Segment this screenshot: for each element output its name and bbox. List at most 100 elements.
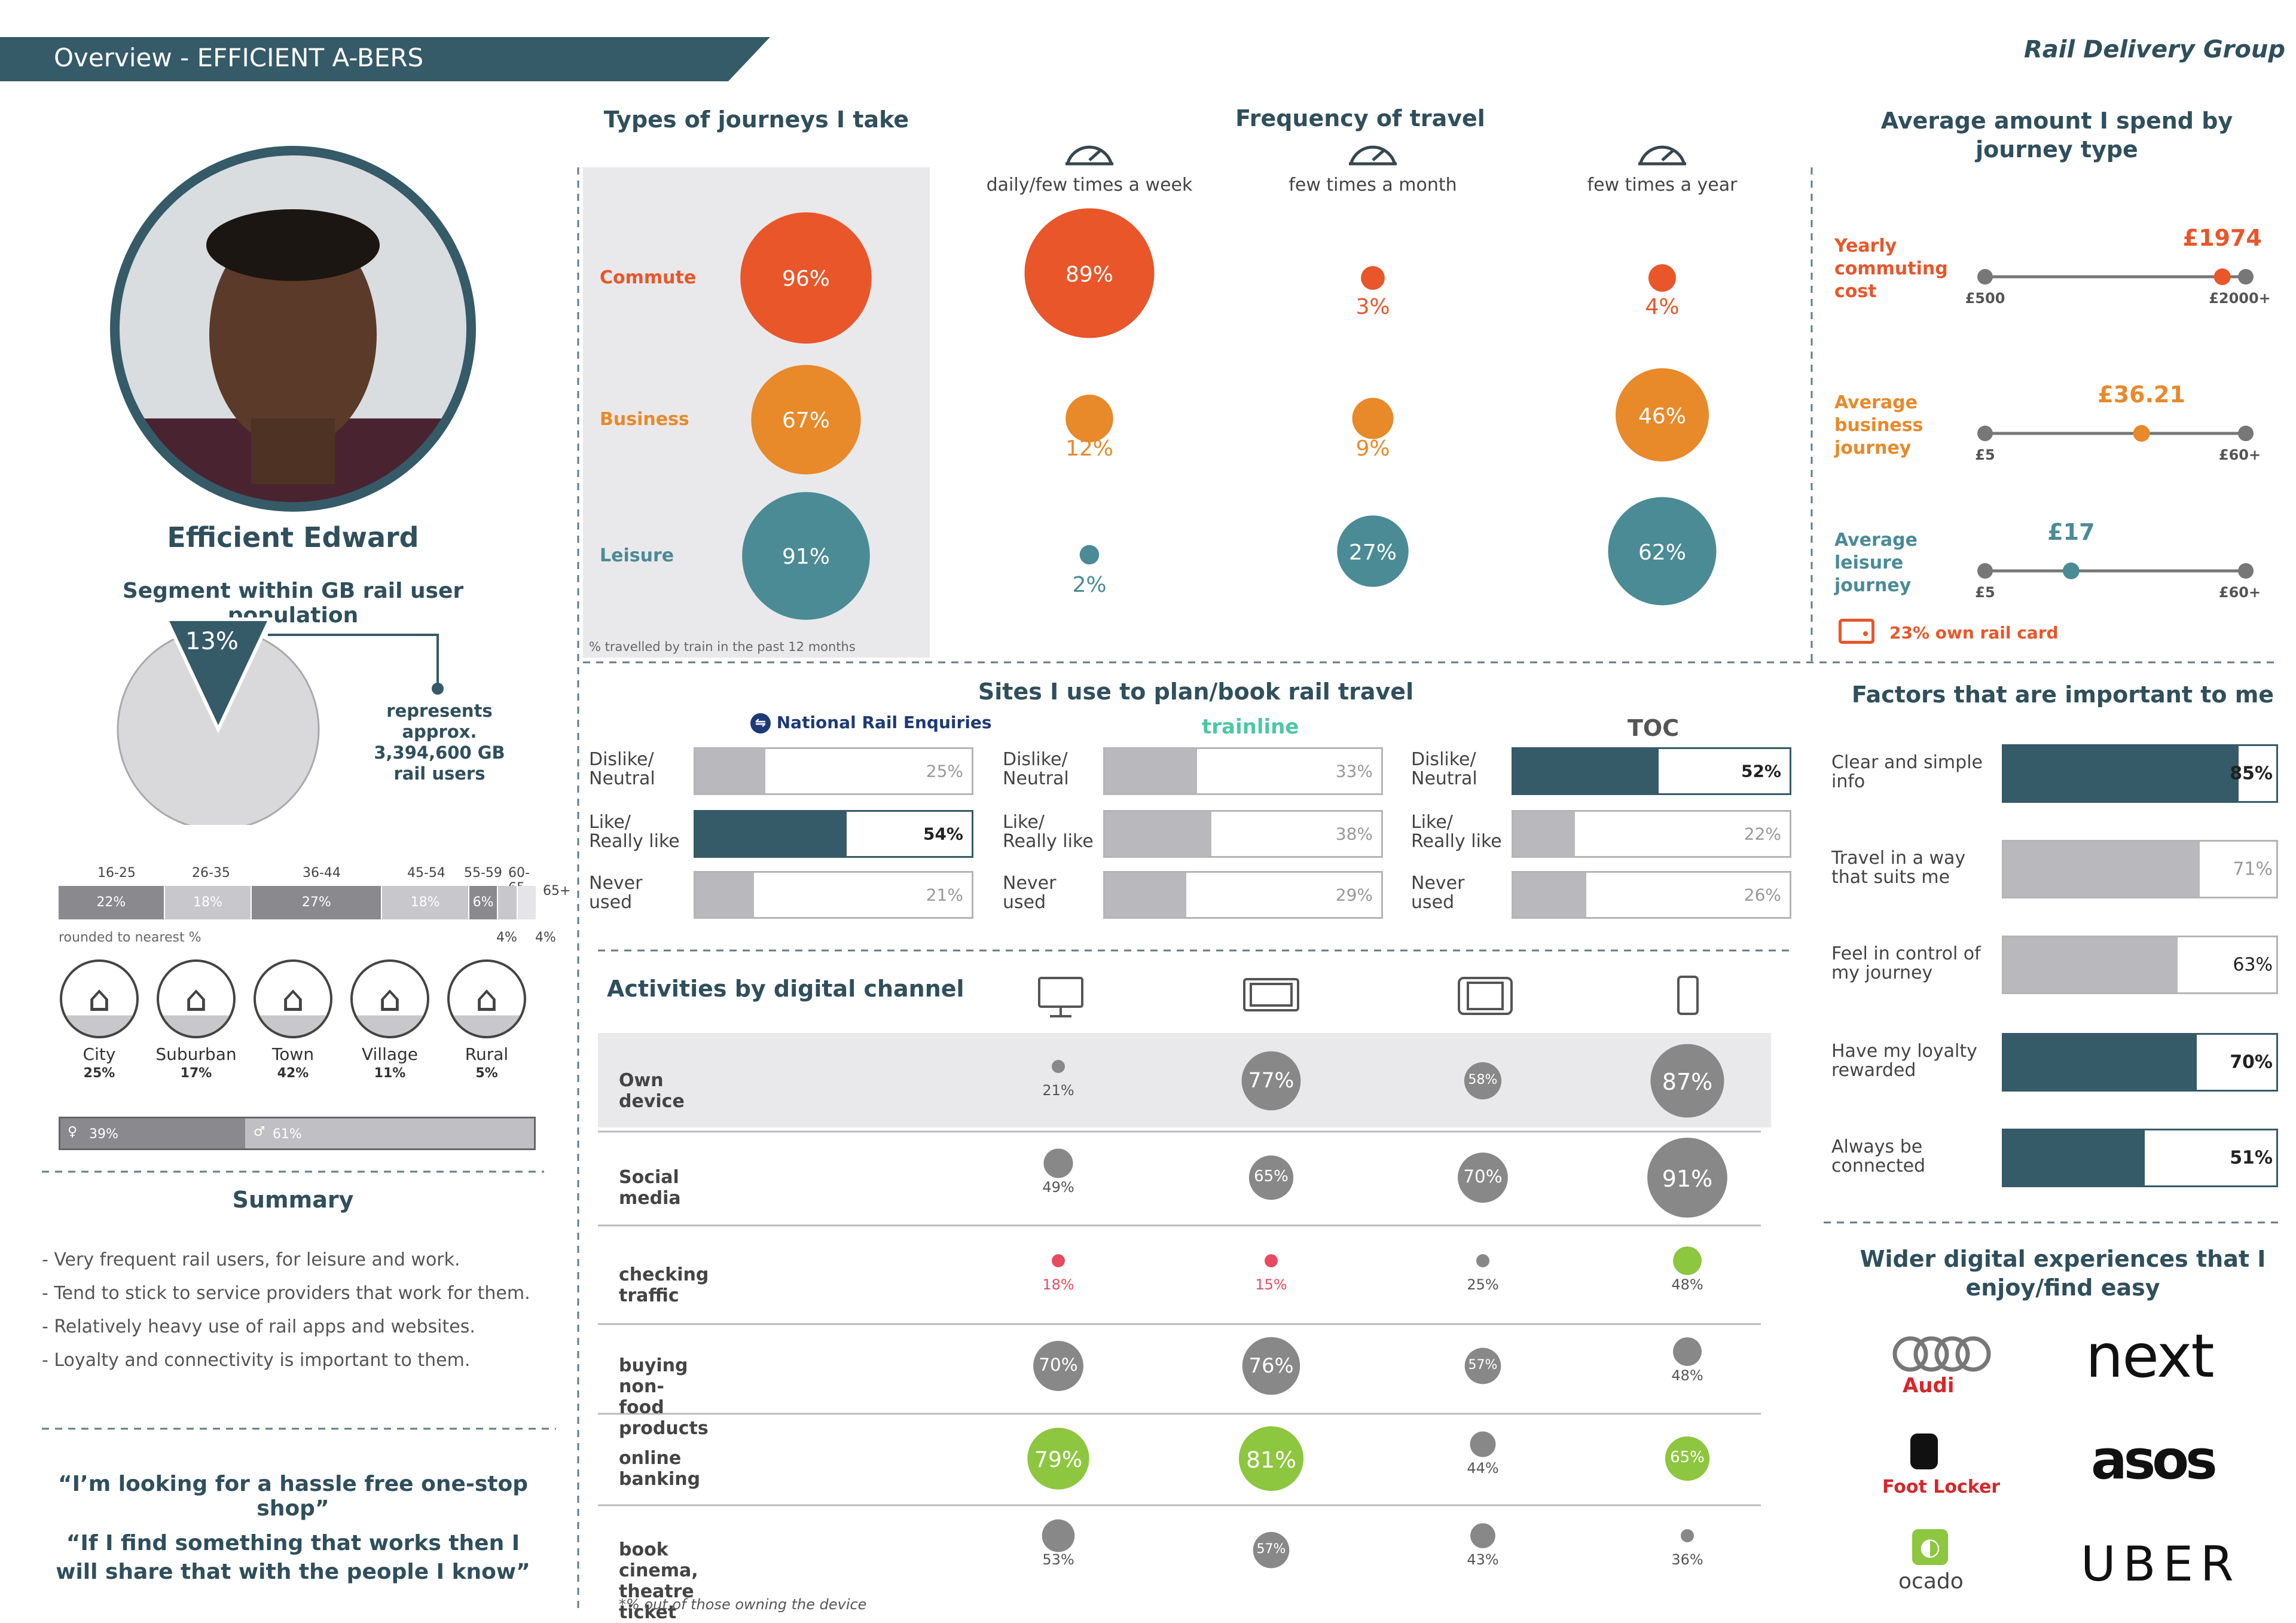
spend-label: Yearly commuting cost	[1834, 236, 1948, 302]
activity-pct: 65%	[1254, 1167, 1289, 1186]
village-icon: ⌂	[350, 959, 429, 1038]
site-rating-pct: 38%	[1335, 824, 1373, 844]
area-label: Rural	[465, 1044, 509, 1064]
header-title: Overview - EFFICIENT A-BERS	[54, 43, 424, 72]
activity-pct: 15%	[1255, 1276, 1287, 1293]
factor-pct: 70%	[2230, 1052, 2273, 1073]
spend-label: Average business journey	[1834, 392, 1923, 459]
activity-pct: 76%	[1248, 1354, 1294, 1377]
site-rating-fill	[695, 873, 755, 917]
rounded-note: rounded to nearest %	[59, 930, 201, 945]
site-row-label: Never used	[1411, 873, 1465, 913]
site-rating-bar: 52%	[1512, 747, 1791, 795]
segment-pct: 13%	[185, 628, 239, 655]
activities-note: *% out of those owning the device	[619, 1596, 867, 1613]
frequency-bubble	[1337, 515, 1409, 587]
journey-pct: 91%	[781, 545, 830, 569]
provider-logo-nre: ⇋ National Rail Enquiries	[750, 713, 992, 733]
quote-2: “If I find something that works then I w…	[56, 1531, 530, 1584]
age-label: 45-54	[407, 866, 445, 881]
summary-point: - Relatively heavy use of rail apps and …	[42, 1316, 475, 1337]
provider-logo-toc: TOC	[1628, 715, 1680, 741]
activity-pct: 21%	[1042, 1082, 1074, 1099]
activity-pct: 25%	[1467, 1276, 1499, 1293]
factor-fill	[2004, 1035, 2197, 1090]
journey-bubbles	[740, 145, 1717, 620]
factor-fill	[2004, 842, 2200, 897]
activity-bubble	[1673, 1246, 1702, 1275]
laptop-icon	[1243, 978, 1299, 1011]
activity-label: book cinema, theatre ticket	[619, 1539, 698, 1623]
summary-title: Summary	[232, 1187, 354, 1213]
site-rating-fill	[1105, 749, 1198, 793]
factor-label: Clear and simple info	[1831, 752, 1983, 792]
site-rating-fill	[1513, 873, 1586, 917]
factor-label: Travel in a way that suits me	[1831, 848, 1966, 888]
site-row-label: Never used	[589, 873, 643, 913]
age-bar: 22% 18% 27% 18% 6%	[59, 886, 537, 919]
activity-pct: 70%	[1039, 1355, 1078, 1376]
speedometer-icon	[1349, 145, 1397, 166]
tablet-icon	[1458, 977, 1513, 1015]
female-icon: ♀	[68, 1124, 78, 1139]
journey-bubble	[751, 365, 861, 475]
avatar	[110, 146, 476, 512]
footlocker-referee-icon	[1910, 1434, 1938, 1469]
activity-pct: 44%	[1467, 1460, 1499, 1477]
activity-bubble	[1470, 1523, 1495, 1548]
activity-label: Own device	[619, 1070, 685, 1112]
frequency-pct: 62%	[1638, 540, 1686, 565]
speedometer-icon	[1065, 145, 1113, 166]
site-rating-pct: 33%	[1335, 761, 1373, 781]
frequency-bubble	[1352, 398, 1394, 439]
frequency-bubble	[1616, 368, 1709, 461]
provider-name: National Rail Enquiries	[776, 713, 992, 732]
summary-point: - Tend to stick to service providers tha…	[42, 1283, 530, 1304]
frequency-pct: 12%	[1065, 436, 1113, 461]
activity-pct: 58%	[1468, 1072, 1498, 1087]
male-icon: ♂	[253, 1124, 265, 1139]
segment-title: Segment within GB rail user population	[122, 579, 464, 628]
segment-pie	[117, 617, 444, 825]
brand-logo-audi: Audi	[1903, 1374, 1955, 1398]
summary-point: - Very frequent rail users, for leisure …	[42, 1249, 460, 1270]
journeys-note: % travelled by train in the past 12 mont…	[589, 640, 856, 654]
journey-label: Commute	[600, 267, 697, 288]
site-rating-pct: 29%	[1335, 885, 1373, 905]
journey-bubble	[740, 212, 872, 344]
frequency-bubble	[1065, 395, 1113, 442]
ocado-icon: ◐	[1912, 1529, 1948, 1565]
phone-icon	[1677, 976, 1699, 1015]
age-segment: 18%	[164, 886, 252, 919]
activity-pct: 18%	[1042, 1276, 1074, 1293]
brand-logo-next: next	[2086, 1321, 2215, 1391]
own-device-row-bg	[598, 1033, 1771, 1127]
age-label: 16-25	[97, 866, 136, 881]
activity-bubble	[1470, 1431, 1496, 1457]
activity-pct: 70%	[1463, 1166, 1503, 1187]
site-row-label: Like/ Really like	[589, 812, 680, 852]
spend-label: Average leisure journey	[1834, 530, 1918, 596]
activity-label: checking traffic	[619, 1264, 709, 1306]
factor-bar: 71%	[2002, 840, 2278, 898]
spend-min: £5	[1975, 584, 1995, 601]
rural-icon: ⌂	[447, 959, 526, 1038]
activity-pct: 57%	[1468, 1358, 1498, 1373]
activity-pct: 65%	[1670, 1448, 1705, 1467]
summary-point: - Loyalty and connectivity is important …	[42, 1350, 471, 1371]
factor-bar: 63%	[2002, 936, 2278, 994]
spend-sliders	[1977, 268, 2254, 579]
activity-bubble	[1042, 1519, 1075, 1552]
site-rating-bar: 21%	[694, 871, 973, 919]
activity-pct: 36%	[1671, 1551, 1703, 1568]
frequency-bubble	[1079, 545, 1100, 565]
male-pct: 61%	[272, 1127, 302, 1142]
factor-bar: 70%	[2002, 1033, 2278, 1092]
age-labels: 16-25 26-35 36-44 45-54 55-59 60-65	[59, 866, 537, 895]
journey-pct: 96%	[781, 267, 830, 291]
factor-bar: 85%	[2002, 744, 2278, 803]
factor-pct: 51%	[2230, 1147, 2273, 1169]
activity-bubble	[1265, 1254, 1278, 1267]
area-pct: 42%	[277, 1066, 309, 1081]
activity-pct: 81%	[1245, 1447, 1297, 1473]
